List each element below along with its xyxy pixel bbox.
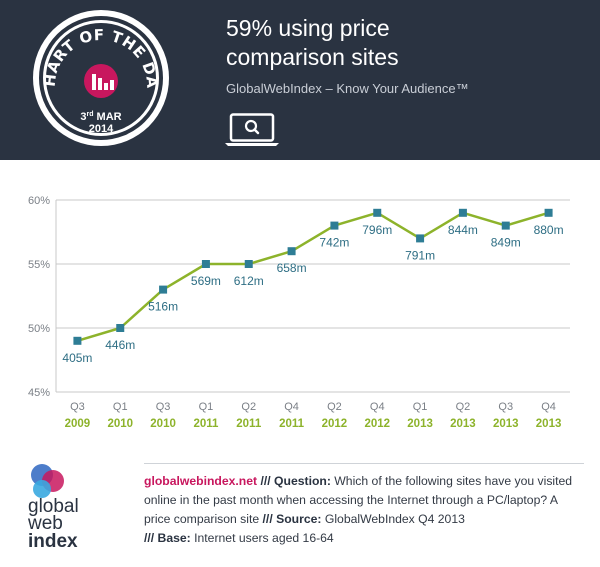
x-tick-quarter: Q2 (456, 401, 471, 413)
x-tick-quarter: Q4 (284, 401, 299, 413)
x-tick-year: 2011 (193, 418, 219, 430)
data-label: 569m (191, 274, 221, 288)
data-label: 516m (148, 300, 178, 314)
data-label: 791m (405, 248, 435, 262)
series-line (77, 211, 549, 342)
data-point (116, 324, 125, 332)
separator: /// (259, 512, 277, 526)
page-subtitle: GlobalWebIndex – Know Your Audience™ (226, 81, 469, 96)
data-label: 405m (62, 351, 92, 365)
x-tick-quarter: Q3 (70, 401, 85, 413)
x-tick-quarter: Q3 (156, 401, 171, 413)
x-tick-year: 2011 (279, 418, 305, 430)
x-tick-quarter: Q1 (199, 401, 214, 413)
x-tick-year: 2010 (150, 418, 176, 430)
data-point (330, 221, 339, 230)
x-tick-quarter: Q2 (327, 401, 342, 413)
laptop-search-icon (225, 113, 279, 146)
x-tick-year: 2013 (407, 418, 433, 430)
base-label: Base: (157, 531, 191, 545)
title-line-2: comparison sites (226, 44, 399, 70)
page-title: 59% using price comparison sites (226, 14, 566, 72)
x-tick-year: 2013 (493, 418, 519, 430)
badge-date-year: 2014 (89, 123, 114, 135)
line-chart: 45% 50% 55% 60% 405m 446m 516m 569m 612m 658m 742m… (28, 195, 570, 430)
data-point (373, 208, 382, 217)
data-label: 849m (491, 236, 521, 250)
data-point (458, 208, 467, 217)
separator: /// (257, 474, 275, 488)
data-label: 612m (234, 274, 264, 288)
logo-line-2: web (27, 513, 63, 534)
x-tick-quarter: Q4 (370, 401, 385, 413)
x-tick-year: 2009 (65, 418, 91, 430)
data-label: 658m (277, 261, 307, 275)
x-tick-year: 2013 (450, 418, 476, 430)
y-tick-label: 55% (28, 259, 50, 271)
x-tick-year: 2010 (107, 418, 133, 430)
data-point (544, 208, 553, 217)
y-tick-label: 45% (28, 387, 50, 399)
data-point (159, 285, 168, 294)
logo-line-1: global (28, 496, 79, 517)
x-tick-quarter: Q4 (541, 401, 556, 413)
question-text: Which of the following sites have you vi… (144, 474, 573, 526)
data-point (73, 336, 82, 345)
data-label: 880m (534, 223, 564, 237)
data-point (501, 221, 510, 230)
source-label: Source: (276, 512, 322, 526)
separator: /// (144, 531, 158, 545)
x-tick-year: 2011 (236, 418, 262, 430)
y-tick-label: 60% (28, 195, 50, 207)
footer-notes: globalwebindex.net /// Question: Which o… (144, 472, 584, 548)
x-tick-quarter: Q1 (113, 401, 128, 413)
x-tick-quarter: Q3 (498, 401, 513, 413)
x-tick-year: 2013 (536, 418, 562, 430)
data-label: 844m (448, 223, 478, 237)
data-point (201, 260, 210, 268)
question-label: Question: (274, 474, 331, 488)
x-tick-quarter: Q2 (241, 401, 256, 413)
base-text: Internet users aged 16-64 (190, 531, 334, 545)
badge-date-month: MAR (97, 111, 122, 123)
data-point (287, 247, 296, 256)
data-point (244, 260, 253, 268)
site-link[interactable]: globalwebindex.net (144, 474, 258, 488)
data-point (416, 234, 425, 243)
x-tick-year: 2012 (364, 418, 390, 430)
data-label: 742m (319, 236, 349, 250)
y-tick-label: 50% (28, 323, 50, 335)
data-label: 446m (105, 338, 135, 352)
data-label: 796m (362, 223, 392, 237)
title-line-1: 59% using price (226, 15, 390, 41)
badge-date-suffix: rd (87, 111, 94, 118)
footer-divider (144, 463, 584, 464)
x-tick-year: 2012 (322, 418, 348, 430)
logo-line-3: index (28, 531, 78, 552)
x-tick-quarter: Q1 (413, 401, 428, 413)
badge-date-day: 3 (80, 111, 86, 123)
source-text: GlobalWebIndex Q4 2013 (321, 512, 465, 526)
globalwebindex-logo: global web index (27, 464, 79, 552)
